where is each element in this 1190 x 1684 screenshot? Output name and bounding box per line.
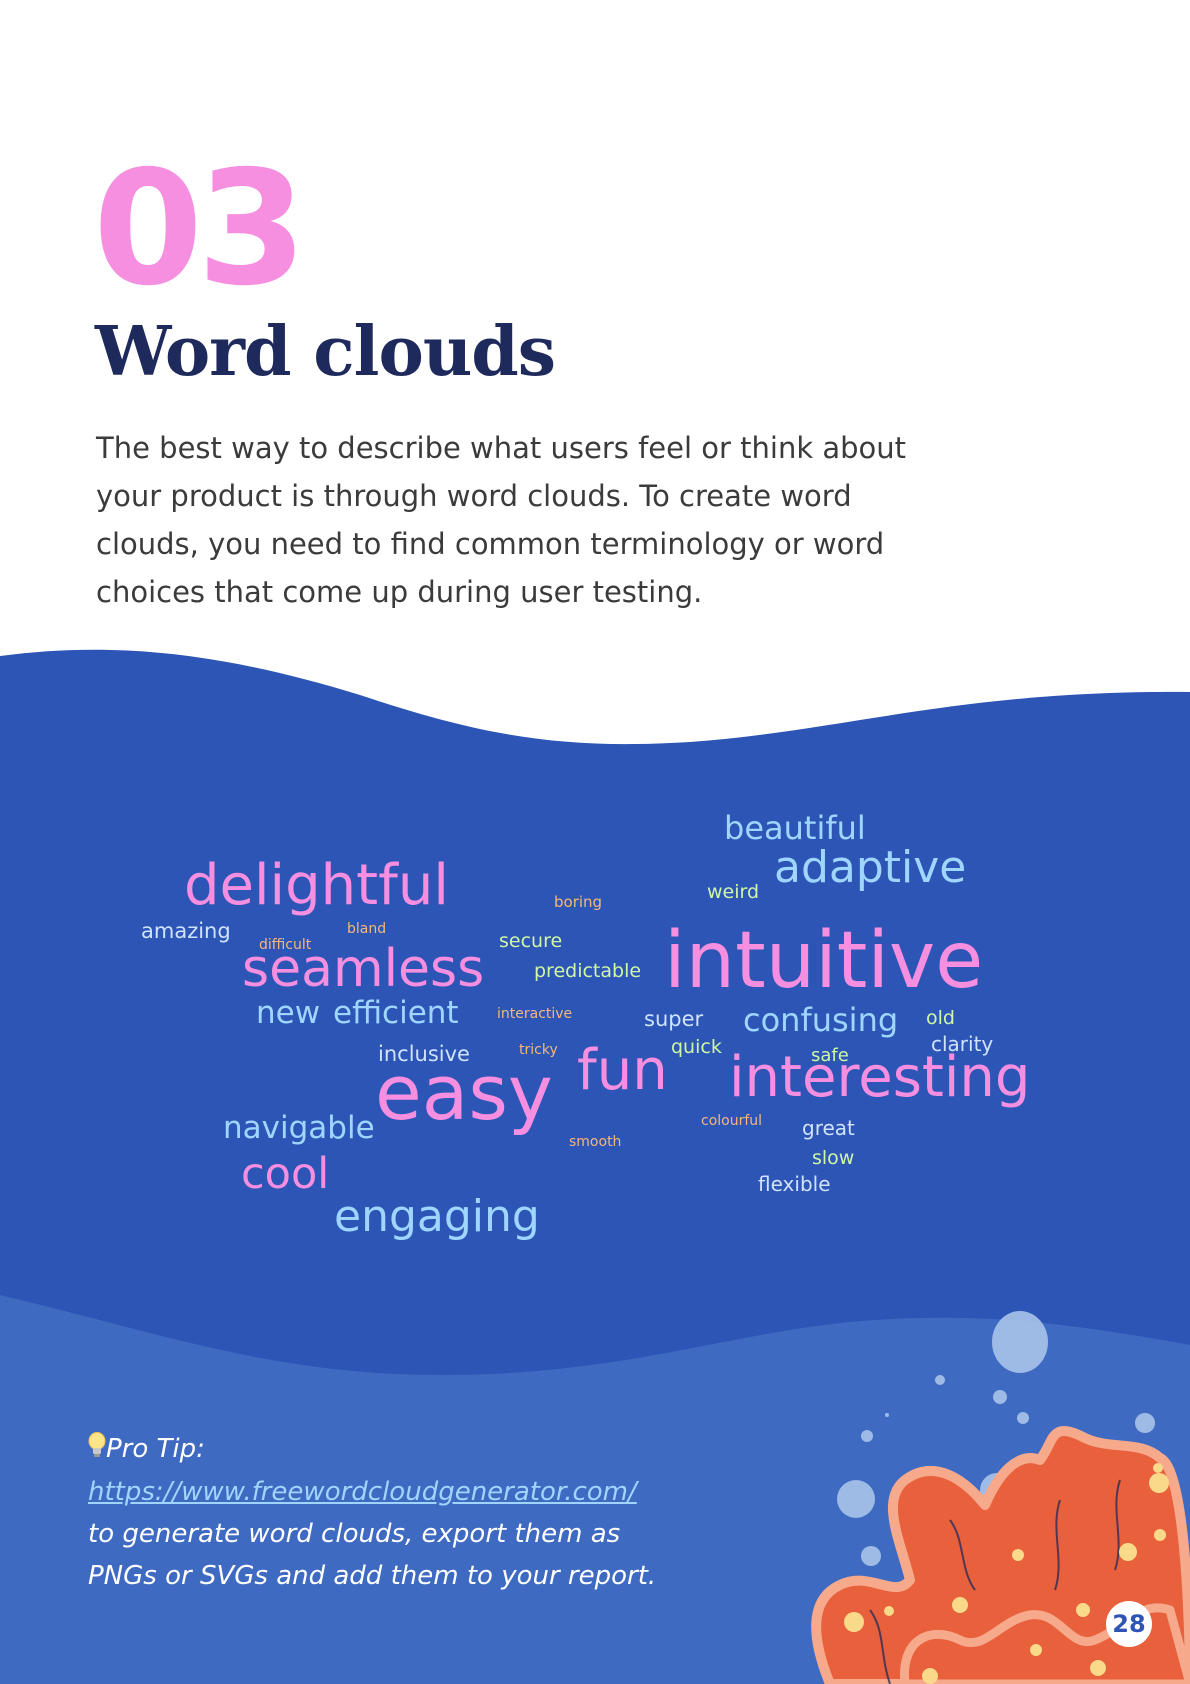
cloud-word: old	[926, 1007, 955, 1029]
cloud-word: clarity	[931, 1032, 994, 1056]
cloud-word: smooth	[569, 1134, 622, 1150]
pro-tip-body: to generate word clouds, export them as …	[88, 1518, 657, 1591]
page-title: Word clouds	[95, 312, 556, 392]
cloud-word: seamless	[242, 939, 485, 999]
cloud-word: efficient	[333, 995, 459, 1031]
cloud-word: interesting	[729, 1045, 1031, 1110]
cloud-word: easy	[375, 1048, 553, 1137]
intro-paragraph: The best way to describe what users feel…	[96, 431, 907, 609]
cloud-word: super	[644, 1007, 704, 1031]
cloud-word: confusing	[743, 1001, 899, 1039]
cloud-word: bland	[347, 921, 387, 937]
cloud-word: tricky	[519, 1042, 558, 1058]
generator-link[interactable]: https://www.freewordcloudgenerator.com/	[88, 1476, 637, 1507]
cloud-word: slow	[812, 1147, 855, 1169]
cloud-word: engaging	[334, 1191, 540, 1242]
cloud-word: flexible	[758, 1172, 831, 1196]
cloud-word: predictable	[534, 960, 642, 982]
pro-tip-label: Pro Tip:	[106, 1434, 205, 1464]
cloud-word: great	[802, 1116, 855, 1140]
cloud-word: interactive	[497, 1006, 573, 1022]
cloud-word: difficult	[259, 937, 312, 953]
cloud-word: intuitive	[664, 916, 984, 1006]
cloud-word: delightful	[184, 853, 449, 918]
cloud-word: quick	[671, 1036, 722, 1058]
cloud-word: cool	[241, 1149, 330, 1199]
cloud-word: colourful	[701, 1113, 763, 1129]
cloud-word: navigable	[223, 1110, 375, 1146]
cloud-word: weird	[707, 881, 760, 903]
cloud-word: adaptive	[774, 842, 967, 893]
pro-tip: Pro Tip: https://www.freewordcloudgenera…	[88, 1428, 688, 1597]
cloud-word: amazing	[141, 919, 231, 943]
cloud-word: new	[256, 995, 321, 1031]
page-number: 28	[1106, 1601, 1152, 1647]
section-number: 03	[93, 137, 307, 321]
cloud-word: secure	[499, 930, 563, 952]
cloud-word: safe	[811, 1045, 849, 1066]
cloud-word: boring	[554, 893, 603, 911]
cloud-word: beautiful	[724, 809, 866, 847]
lightbulb-icon	[88, 1429, 106, 1471]
cloud-word: inclusive	[378, 1042, 470, 1066]
cloud-word: fun	[577, 1038, 668, 1103]
